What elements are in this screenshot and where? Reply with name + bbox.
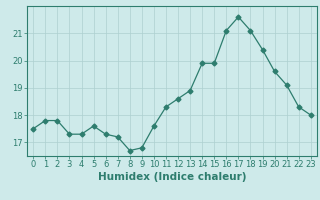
X-axis label: Humidex (Indice chaleur): Humidex (Indice chaleur) bbox=[98, 172, 246, 182]
